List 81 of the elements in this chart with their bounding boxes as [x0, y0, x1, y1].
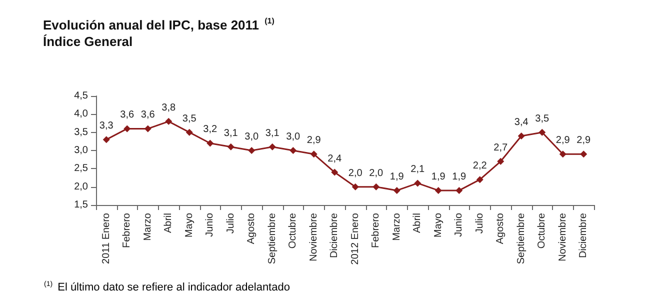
- data-label: 2,0: [348, 168, 363, 179]
- point: [206, 140, 214, 147]
- data-label: 3,0: [286, 132, 301, 142]
- x-tick-label: Abril: [163, 213, 174, 234]
- point: [518, 132, 525, 140]
- x-tick-label: Diciembre: [578, 212, 590, 258]
- x-tick-label: Septiembre: [266, 212, 278, 264]
- data-label: 2,7: [494, 142, 508, 154]
- chart-title: Evolución anual del IPC, base 2011 (1): [43, 16, 275, 32]
- y-tick-label: 1,5: [74, 200, 88, 210]
- data-label: 2,9: [556, 135, 570, 146]
- y-tick-label: 2,0: [74, 181, 88, 192]
- point: [414, 180, 422, 187]
- point: [331, 168, 338, 176]
- y-tick-label: 3,5: [74, 126, 88, 138]
- x-tick-label: Agosto: [246, 212, 258, 244]
- data-label: 2,2: [472, 160, 488, 172]
- data-label: 2,9: [306, 135, 322, 146]
- data-label: 2,1: [410, 164, 426, 176]
- x-tick-label: Junio: [204, 212, 216, 237]
- point: [580, 150, 588, 158]
- data-label: 3,4: [514, 116, 529, 128]
- point: [559, 150, 566, 158]
- x-tick-label: Junio: [454, 212, 465, 237]
- data-label: 3,1: [224, 128, 238, 139]
- data-label: 3,6: [140, 110, 156, 121]
- point: [393, 186, 400, 194]
- data-label: 1,9: [452, 171, 467, 182]
- x-tick-label: Octubre: [288, 212, 299, 249]
- x-tick-label: Diciembre: [329, 212, 340, 258]
- x-tick-label: Septiembre: [516, 212, 527, 264]
- point: [372, 183, 380, 190]
- x-tick-label: Agosto: [495, 212, 506, 244]
- x-tick-label: Noviembre: [308, 212, 320, 262]
- point: [538, 128, 546, 136]
- point: [186, 128, 193, 136]
- x-tick-label: Mayo: [184, 212, 195, 238]
- point: [268, 143, 276, 150]
- x-tick-label: Mayo: [432, 212, 444, 238]
- point: [290, 147, 297, 154]
- x-tick-label: Julio: [474, 212, 486, 234]
- point: [165, 118, 172, 125]
- x-tick-label: Noviembre: [557, 212, 568, 262]
- x-tick-label: Julio: [225, 212, 236, 234]
- point: [227, 143, 234, 150]
- x-tick-label: Febrero: [370, 212, 382, 248]
- data-label: 3,5: [535, 113, 550, 124]
- point: [310, 150, 318, 158]
- data-label: 1,9: [390, 171, 404, 182]
- x-tick-label: Abril: [412, 213, 424, 234]
- data-label: 3,3: [99, 120, 114, 132]
- data-label: 3,6: [120, 110, 135, 121]
- y-tick-label: 4,5: [74, 90, 88, 102]
- point: [476, 176, 484, 184]
- y-tick-label: 2,5: [74, 163, 88, 174]
- point: [248, 147, 256, 154]
- data-label: 2,9: [576, 135, 592, 146]
- data-label: 1,9: [431, 171, 446, 182]
- point: [124, 125, 131, 132]
- x-tick-label: Febrero: [122, 212, 133, 248]
- x-tick-label: 2012 Enero: [350, 212, 361, 265]
- point: [144, 125, 152, 132]
- data-label: 2,0: [369, 168, 384, 179]
- point: [102, 136, 110, 144]
- x-tick-label: Marzo: [142, 212, 154, 241]
- data-label: 3,0: [244, 132, 260, 142]
- data-label: 2,4: [328, 153, 342, 164]
- data-label: 3,2: [203, 124, 218, 136]
- point: [434, 186, 442, 194]
- x-tick-label: 2011 Enero: [100, 212, 112, 264]
- point: [456, 186, 463, 194]
- y-tick-label: 4,0: [74, 108, 88, 120]
- data-label: 3,5: [182, 113, 197, 124]
- x-tick-label: Marzo: [391, 212, 402, 241]
- x-tick-label: Octubre: [536, 212, 548, 249]
- chart-subtitle: Índice General: [43, 34, 133, 49]
- point: [352, 183, 359, 190]
- data-label: 3,1: [265, 128, 280, 139]
- data-label: 3,8: [162, 102, 176, 114]
- point: [497, 158, 504, 165]
- y-tick-label: 3,0: [74, 145, 88, 156]
